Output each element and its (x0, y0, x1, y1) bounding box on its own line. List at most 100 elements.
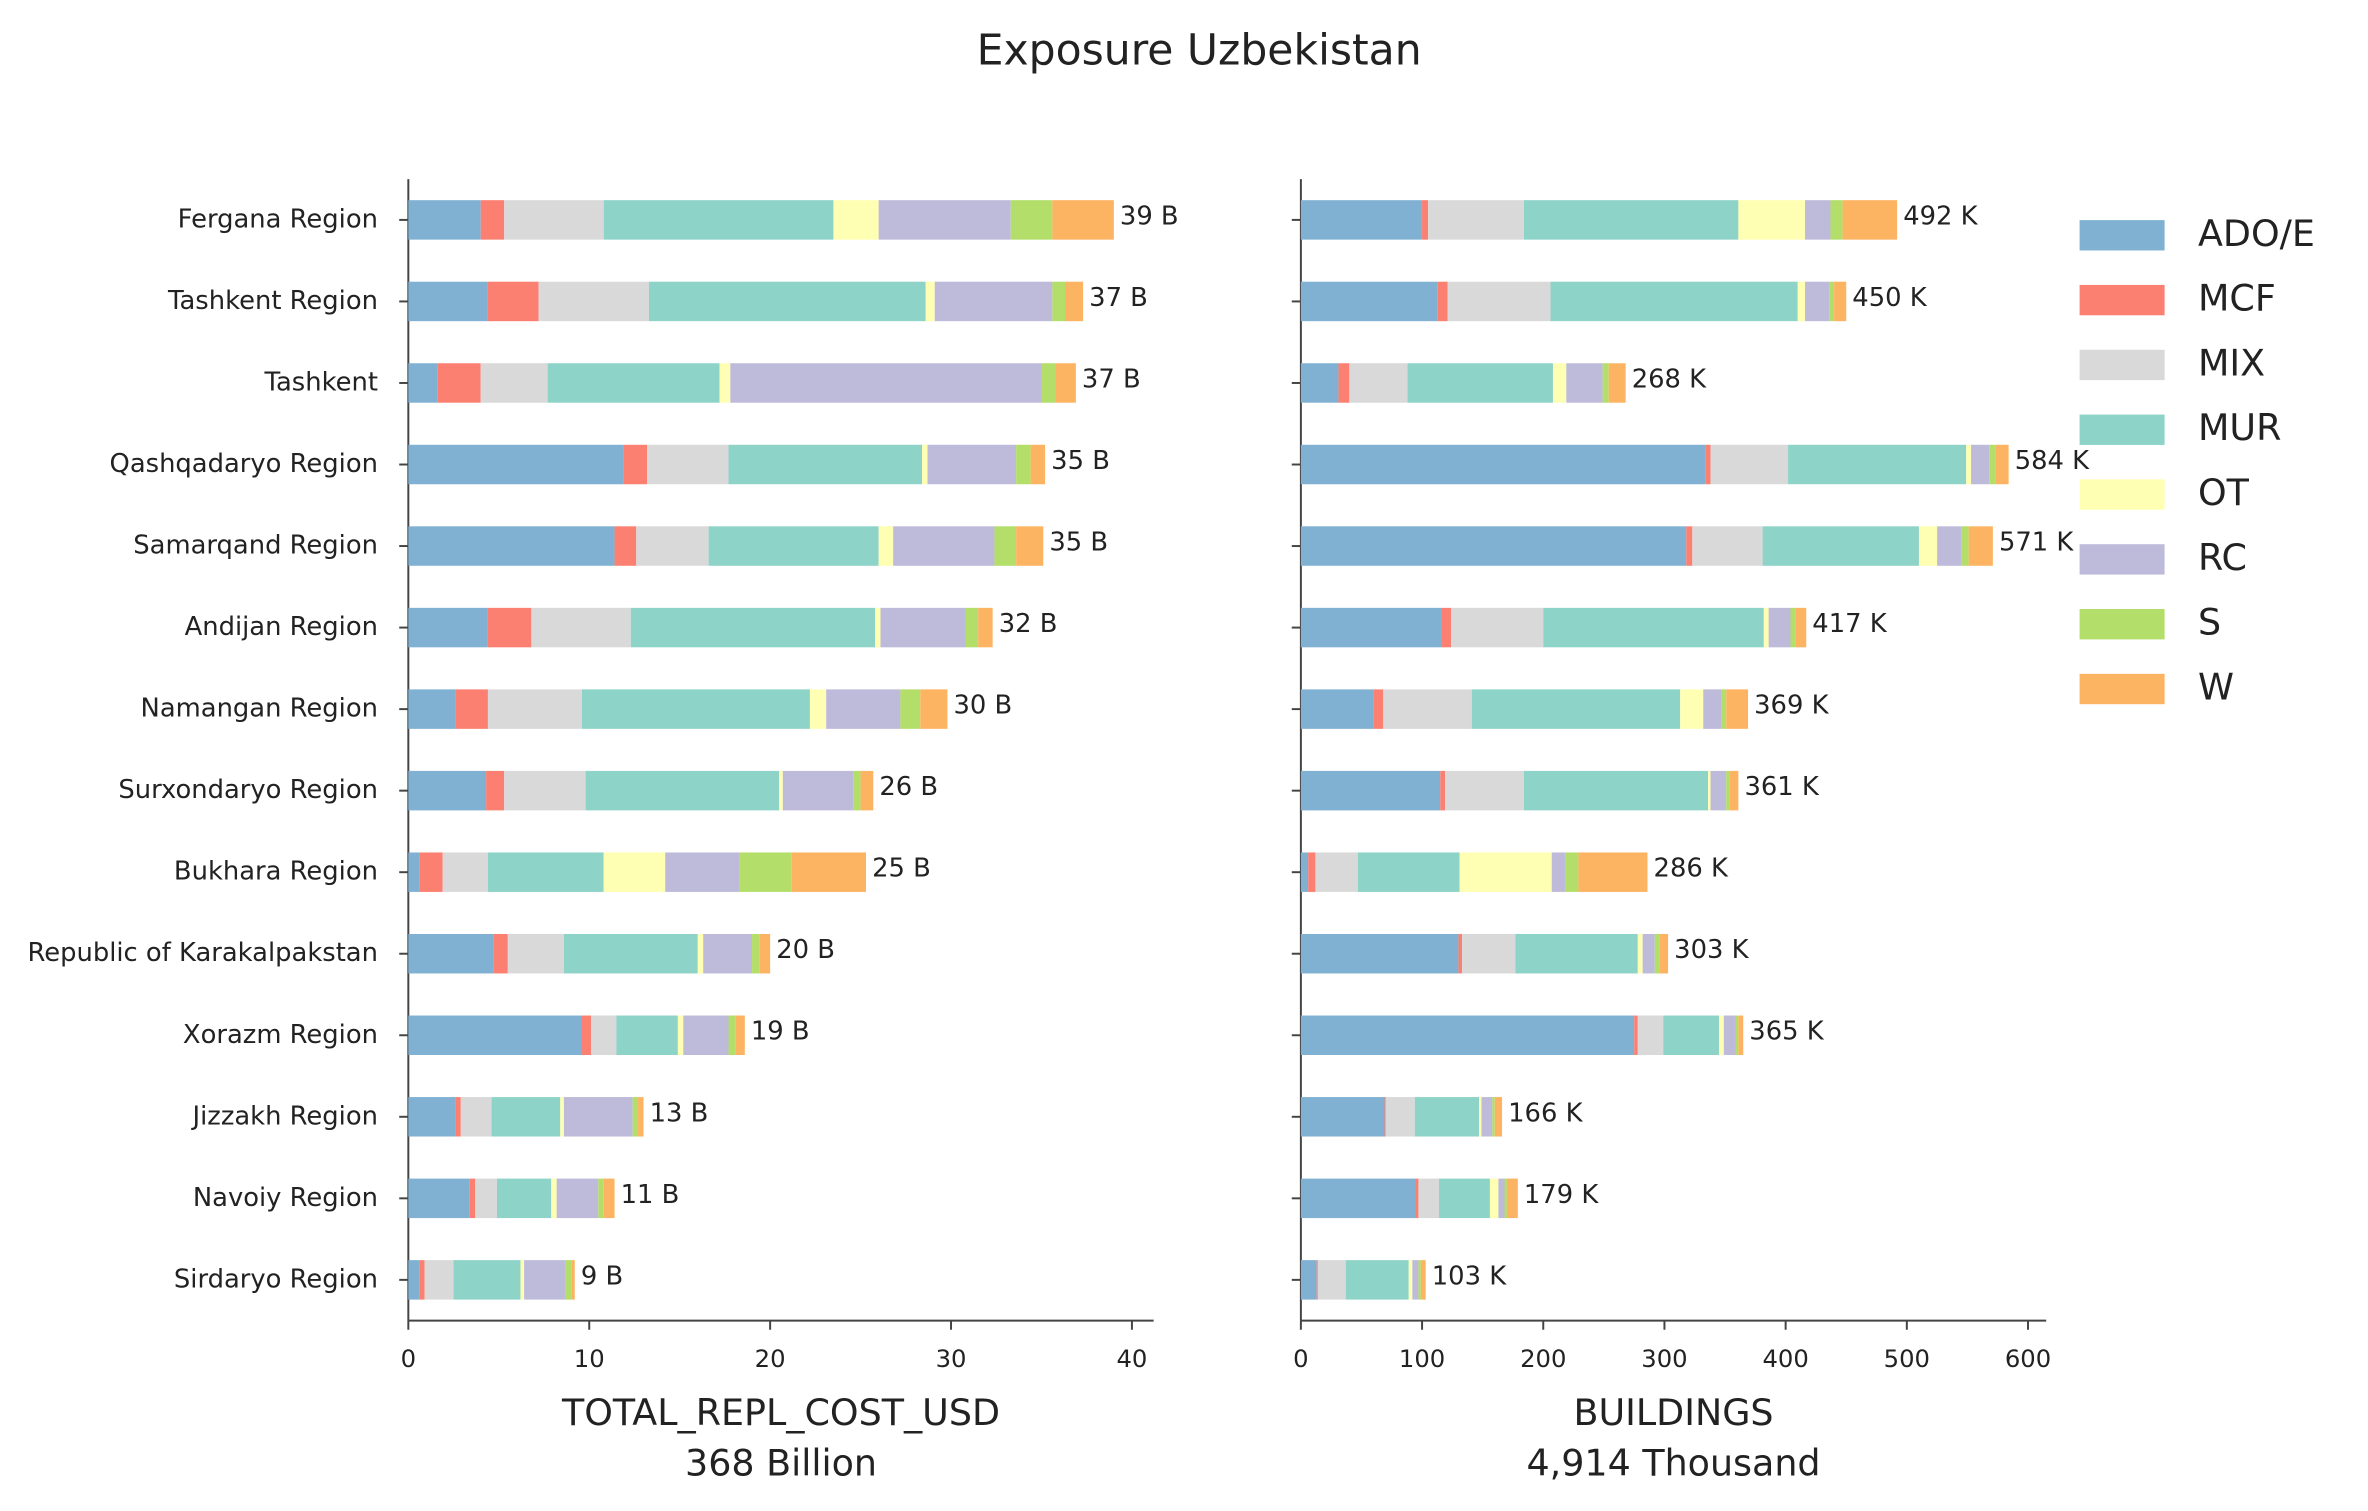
bar-segment (1634, 1015, 1638, 1055)
bar-segment (408, 200, 481, 240)
bar-segment (408, 607, 488, 648)
bar-segment (1300, 200, 1423, 240)
bar-segment (1300, 689, 1374, 729)
bar-segment (1492, 1097, 1495, 1137)
bar-segment (1418, 1260, 1421, 1300)
x-tick-label: 500 (1884, 1344, 1930, 1373)
total-label: 37 B (1089, 283, 1148, 313)
bar-segment (1300, 933, 1459, 974)
bar-segment (1718, 1015, 1724, 1055)
bar-segment (677, 1015, 684, 1055)
bar-segment (1504, 1178, 1507, 1219)
bar-segment (480, 200, 505, 240)
bar-segment (1523, 770, 1709, 811)
bar-segment (809, 689, 827, 729)
total-label: 571 K (1999, 528, 2074, 558)
legend-swatch (2079, 284, 2165, 316)
bar-segment (1300, 770, 1441, 811)
bar-segment (1829, 281, 1835, 322)
bar-segment (752, 933, 760, 974)
bar-segment (1459, 852, 1552, 892)
legend-label: S (2198, 601, 2221, 644)
bar-segment (1412, 1260, 1419, 1300)
bar-segment (538, 281, 649, 322)
x-tick-label: 400 (1762, 1344, 1808, 1373)
x-tick-label: 200 (1520, 1344, 1566, 1373)
bar-segment (1937, 526, 1962, 566)
legend-label: OT (2198, 471, 2250, 514)
x-tick-label: 300 (1641, 1344, 1687, 1373)
bar-segment (603, 852, 666, 892)
legend-swatch (2079, 220, 2165, 251)
bar-segment (1762, 526, 1919, 566)
bar-segment (922, 444, 928, 485)
bar-segment (1418, 1178, 1440, 1219)
bar-segment (1300, 607, 1442, 648)
bar-segment (1578, 852, 1648, 892)
bar-segment (547, 363, 720, 403)
bar-segment (636, 526, 709, 566)
bar-segment (782, 770, 854, 811)
bar-segment (603, 200, 834, 240)
bar-segment (1052, 281, 1065, 322)
bar-segment (1918, 526, 1938, 566)
bar-segment (1300, 1178, 1417, 1219)
bar-segment (833, 200, 879, 240)
y-tick-label: Tashkent (264, 367, 378, 397)
bar-segment (408, 1097, 456, 1137)
bar-segment (1642, 933, 1655, 974)
bar-segment (1316, 1260, 1318, 1300)
bar-segment (563, 933, 698, 974)
bar-segment (1041, 363, 1056, 403)
bar-segment (437, 363, 481, 403)
bar-segment (1407, 363, 1553, 403)
bar-segment (493, 933, 508, 974)
bar-segment (1422, 200, 1429, 240)
bar-segment (665, 852, 740, 892)
x-axis-label: TOTAL_REPL_COST_USD (561, 1391, 1000, 1434)
bar-segment (1055, 363, 1076, 403)
bar-segment (408, 933, 494, 974)
total-label: 584 K (2015, 446, 2090, 476)
bar-segment (1663, 1015, 1719, 1055)
bar-segment (1566, 363, 1603, 403)
bar-segment (1506, 1178, 1518, 1219)
bar-segment (1738, 1015, 1744, 1055)
bar-segment (623, 444, 648, 485)
x-tick-label: 10 (574, 1344, 605, 1373)
x-axis-label: 4,914 Thousand (1527, 1441, 1821, 1484)
bar-segment (1550, 281, 1798, 322)
bar-segment (1016, 526, 1044, 566)
total-label: 268 K (1632, 364, 1707, 394)
bar-segment (1052, 200, 1114, 240)
legend-swatch (2079, 673, 2165, 705)
bar-segment (496, 1178, 552, 1219)
bar-segment (1384, 1097, 1386, 1137)
bar-segment (1721, 689, 1727, 729)
bar-segment (853, 770, 861, 811)
bar-segment (408, 526, 615, 566)
bar-segment (408, 281, 488, 322)
bar-segment (408, 689, 456, 729)
bar-segment (1373, 689, 1384, 729)
bar-segment (1471, 689, 1681, 729)
x-tick-label: 40 (1116, 1344, 1147, 1373)
bar-segment (1338, 363, 1350, 403)
legend-label: ADO/E (2198, 212, 2315, 255)
total-label: 103 K (1432, 1261, 1507, 1291)
bar-segment (1300, 526, 1687, 566)
bar-segment (1408, 1260, 1413, 1300)
bar-segment (520, 1260, 525, 1300)
bar-segment (1437, 281, 1448, 322)
bar-segment (1428, 200, 1524, 240)
bar-segment (728, 1015, 736, 1055)
total-label: 492 K (1903, 201, 1978, 231)
bar-segment (1710, 444, 1789, 485)
bar-segment (1830, 200, 1843, 240)
bar-segment (826, 689, 901, 729)
bar-segment (1349, 363, 1408, 403)
total-label: 179 K (1524, 1180, 1599, 1210)
bar-segment (565, 1260, 572, 1300)
bar-segment (486, 770, 505, 811)
bar-segment (480, 363, 548, 403)
